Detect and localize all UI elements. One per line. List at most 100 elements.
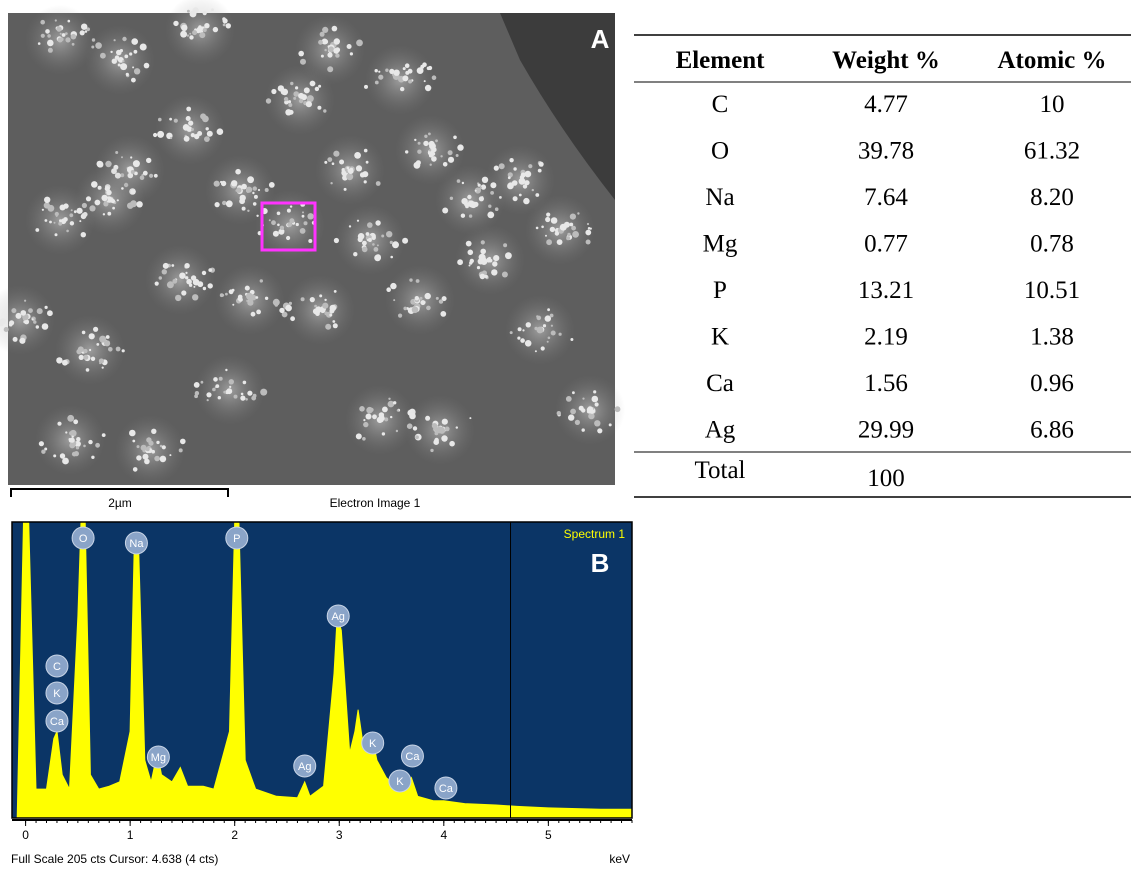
- sem-particle: [457, 144, 463, 150]
- sem-particle: [442, 419, 448, 425]
- sem-particle: [374, 247, 379, 252]
- sem-particle: [279, 308, 284, 313]
- sem-particle: [362, 437, 366, 441]
- sem-particle: [296, 223, 299, 226]
- sem-particle: [462, 182, 464, 184]
- sem-image: [0, 0, 625, 485]
- table-cell: Mg: [703, 231, 738, 258]
- sem-particle: [162, 269, 167, 274]
- sem-particle: [221, 181, 226, 186]
- sem-particle: [427, 67, 431, 71]
- sem-particle: [325, 324, 331, 330]
- sem-particle: [520, 338, 525, 343]
- sem-particle: [208, 268, 212, 272]
- sem-particle: [588, 227, 591, 230]
- sem-particle: [592, 396, 599, 403]
- sem-particle: [457, 179, 461, 183]
- sem-particle: [218, 396, 221, 399]
- sem-particle: [334, 38, 340, 44]
- sem-particle: [382, 432, 385, 435]
- sem-particle: [513, 167, 516, 170]
- table-cell: 0.96: [1030, 370, 1074, 397]
- sem-particle: [229, 379, 234, 384]
- sem-particle: [241, 393, 244, 396]
- sem-particle: [469, 261, 472, 264]
- sem-particle: [180, 31, 187, 38]
- sem-particle: [308, 239, 312, 243]
- sem-particle: [475, 190, 477, 192]
- table-cell: P: [713, 277, 727, 304]
- sem-particle: [555, 231, 559, 235]
- sem-particle: [298, 51, 304, 57]
- sem-particle: [350, 52, 353, 55]
- sem-particle: [13, 337, 18, 342]
- sem-particle: [402, 75, 408, 81]
- peak-label: Ca: [439, 783, 454, 795]
- sem-particle: [513, 196, 518, 201]
- sem-particle: [523, 198, 529, 204]
- sem-particle: [65, 32, 68, 35]
- sem-particle: [424, 80, 426, 82]
- sem-particle: [366, 161, 369, 164]
- sem-particle: [293, 97, 296, 100]
- sem-particle: [503, 243, 507, 247]
- sem-particle: [315, 87, 319, 91]
- sem-particle: [372, 236, 376, 240]
- sem-particle: [206, 392, 211, 397]
- sem-particle: [377, 244, 379, 246]
- sem-particle: [526, 322, 531, 327]
- sem-particle: [566, 396, 572, 402]
- sem-particle: [194, 394, 198, 398]
- legend: Spectrum 1: [564, 527, 626, 541]
- sem-particle: [171, 264, 174, 267]
- sem-particle: [327, 157, 332, 162]
- table-cell: 0.78: [1030, 231, 1074, 258]
- sem-particle: [593, 390, 596, 393]
- table-total: 100: [867, 465, 905, 492]
- sem-particle: [353, 252, 357, 256]
- sem-particle: [324, 312, 328, 316]
- table-cell: 1.38: [1030, 324, 1074, 351]
- sem-particle: [72, 436, 74, 438]
- table-cell: 8.20: [1030, 184, 1074, 211]
- sem-particle: [79, 355, 84, 360]
- sem-particle: [21, 310, 27, 316]
- sem-particle: [181, 25, 187, 31]
- sem-particle: [140, 175, 145, 180]
- sem-particle: [310, 297, 315, 302]
- sem-particle: [300, 59, 306, 65]
- sem-particle: [213, 377, 218, 382]
- sem-particle: [269, 219, 271, 221]
- sem-particle: [47, 34, 51, 38]
- sem-particle: [318, 40, 323, 45]
- sem-particle: [324, 161, 327, 164]
- sem-particle: [124, 55, 128, 59]
- image-caption: Electron Image 1: [330, 496, 421, 510]
- sem-particle: [62, 220, 64, 222]
- sem-particle: [485, 275, 488, 278]
- sem-particle: [81, 232, 86, 237]
- sem-particle: [181, 290, 186, 295]
- sem-particle: [219, 377, 223, 381]
- sem-particle: [215, 202, 220, 207]
- sem-particle: [439, 299, 443, 303]
- sem-particle: [333, 151, 339, 157]
- sem-particle: [203, 28, 207, 32]
- sem-particle: [169, 454, 171, 456]
- sem-particle: [207, 131, 213, 137]
- sem-particle: [154, 456, 160, 462]
- sem-particle: [95, 200, 101, 206]
- sem-particle: [82, 331, 86, 335]
- sem-particle: [271, 89, 276, 94]
- sem-particle: [329, 314, 332, 317]
- sem-particle: [339, 160, 344, 165]
- sem-particle: [289, 302, 292, 305]
- panel-label: B: [591, 548, 610, 578]
- sem-particle: [545, 217, 550, 222]
- sem-particle: [132, 440, 135, 443]
- sem-particle: [186, 116, 191, 121]
- sem-particle: [57, 422, 61, 426]
- sem-particle: [461, 214, 465, 218]
- sem-particle: [440, 155, 442, 157]
- sem-particle: [88, 440, 92, 444]
